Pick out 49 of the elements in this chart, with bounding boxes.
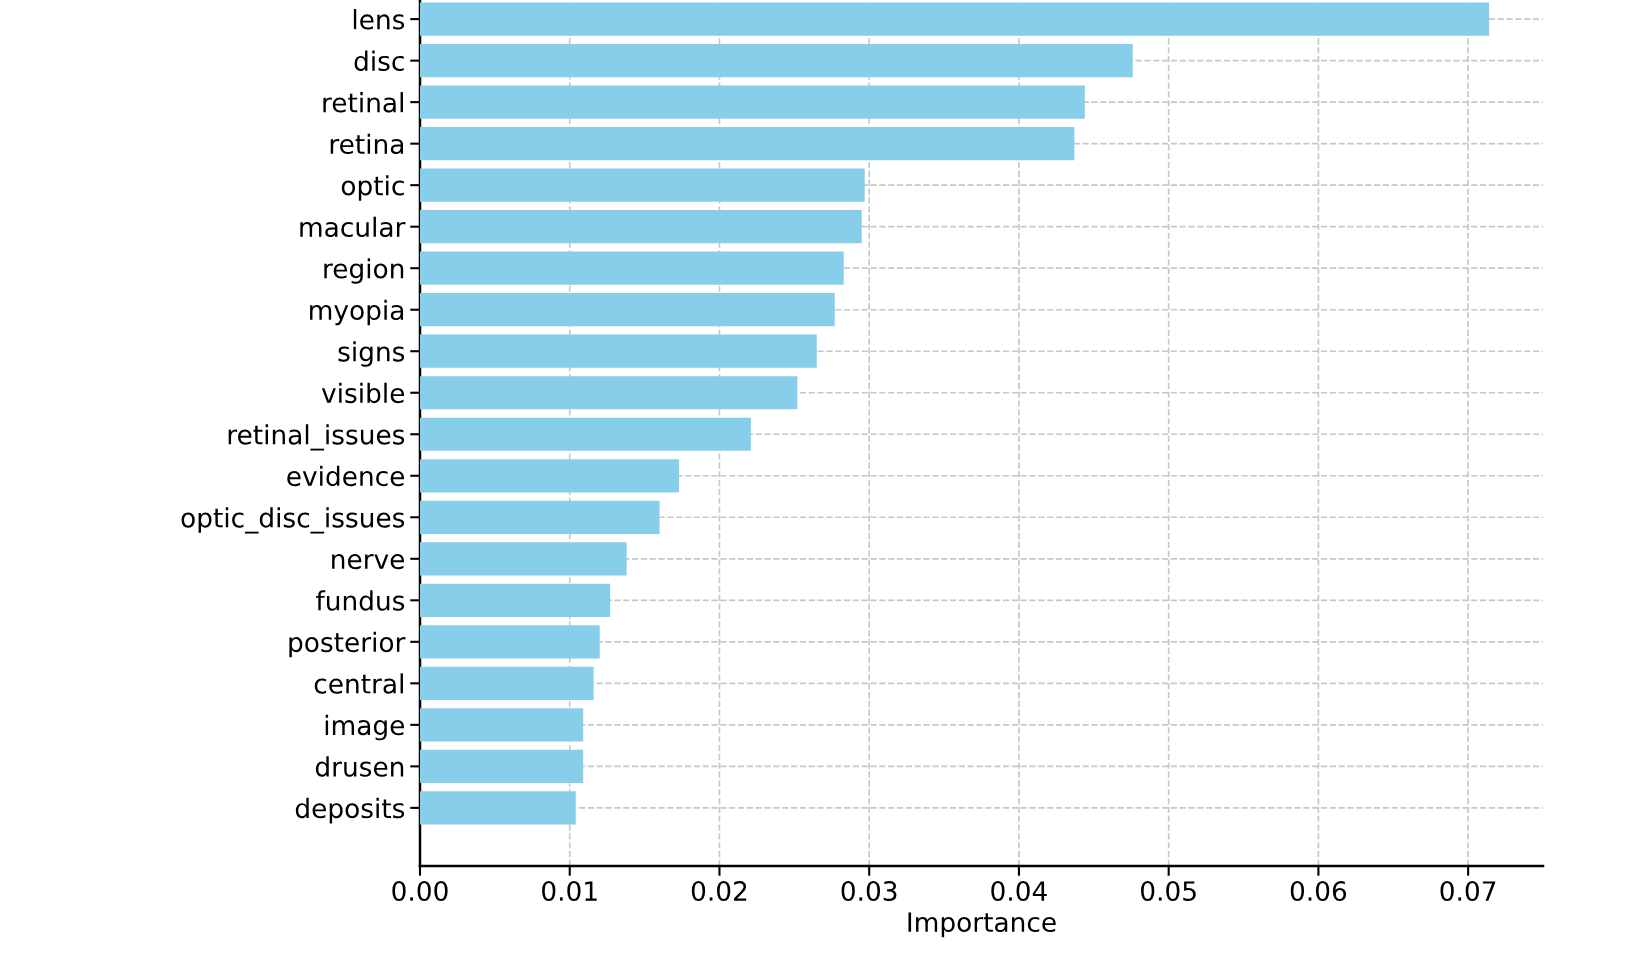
bar [420,708,584,742]
bar [420,293,835,327]
x-axis-title: Importance [908,912,1056,938]
y-tick-label: deposits [295,797,405,824]
x-tick-label: 0.02 [691,881,747,902]
bar [420,210,862,244]
bar [420,791,576,825]
bar [420,376,798,410]
y-tick-label: nerve [332,554,405,570]
y-tick-label: retinal_issues [228,424,405,451]
y-tick-label: central [314,673,403,694]
y-tick-label: myopia [310,299,404,326]
bar [420,251,844,285]
bar [420,625,600,659]
bar [420,500,660,534]
bar [420,666,594,700]
bar [420,417,751,451]
x-tick-label: 0.04 [991,881,1047,902]
y-tick-label: fundus [316,590,405,611]
bar [420,44,1133,78]
x-tick-label: 0.01 [542,881,597,902]
y-tick-label: region [324,258,404,284]
y-tick-label: optic_disc_issues [181,507,405,534]
y-tick-label: signs [338,341,405,367]
y-tick-label: retina [330,133,404,155]
bar [420,2,1490,36]
y-tick-label: disc [354,50,404,72]
bar [420,127,1075,161]
bar [420,459,680,493]
bar [420,542,627,576]
bar [420,583,611,617]
bar [420,749,584,783]
bar [420,334,817,368]
y-tick-label: image [325,714,405,741]
x-tick-label: 0.06 [1290,881,1347,902]
x-tick-label: 0.03 [841,881,897,902]
y-tick-label: evidence [287,465,404,487]
x-tick-label: 0.00 [392,881,448,902]
bar [420,85,1085,119]
y-tick-label: visible [321,382,405,404]
x-tick-label: 0.07 [1440,881,1496,902]
y-tick-label: posterior [289,631,406,658]
x-tick-label: 0.05 [1141,881,1196,902]
y-tick-label: retinal [323,92,403,113]
bar [420,168,865,202]
y-tick-label: lens [353,9,405,30]
y-tick-label: macular [300,216,406,238]
y-tick-label: optic [341,175,404,201]
y-tick-label: drusen [315,756,404,777]
